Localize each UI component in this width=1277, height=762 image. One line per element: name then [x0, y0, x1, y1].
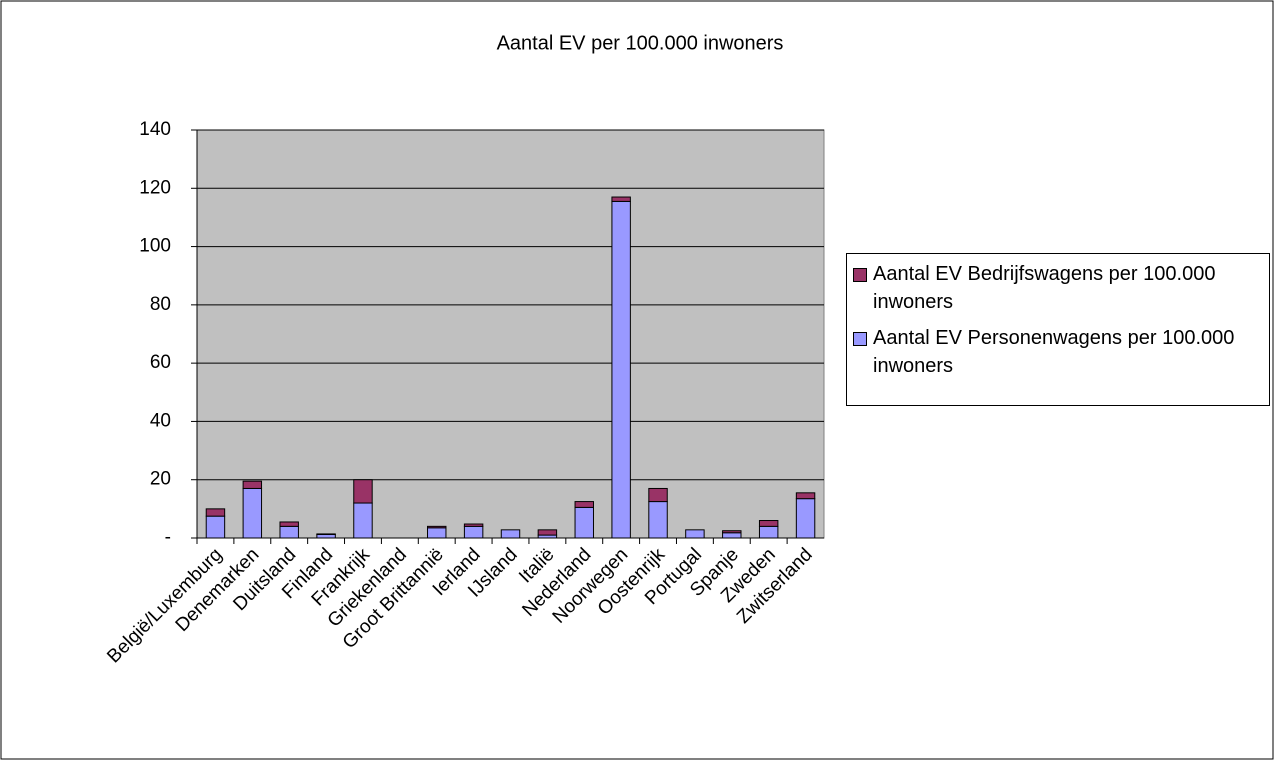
legend-item: Aantal EV Personenwagens per 100.000 inw… — [851, 324, 1265, 380]
bar-segment — [353, 479, 373, 504]
y-tick-label: 20 — [150, 469, 171, 490]
y-tick-label: 140 — [139, 119, 171, 140]
bar-segment — [758, 525, 779, 539]
bar-segment — [205, 515, 226, 539]
legend-label: Aantal EV Bedrijfswagens per 100.000 inw… — [873, 263, 1216, 313]
bar-segment — [795, 492, 816, 500]
legend-item: Aantal EV Bedrijfswagens per 100.000 inw… — [851, 260, 1265, 316]
bar-segment — [537, 529, 558, 536]
bar-segment — [205, 508, 226, 517]
bar-segment — [685, 529, 705, 539]
bar-segment — [648, 501, 668, 539]
legend-swatch — [853, 332, 867, 346]
plot-area — [196, 129, 825, 539]
bar-segment — [242, 487, 263, 539]
bar-segment — [500, 529, 521, 539]
y-tick-label: 60 — [150, 352, 171, 373]
bar-segment — [316, 533, 336, 536]
legend-label: Aantal EV Personenwagens per 100.000 inw… — [873, 327, 1235, 377]
bar-segment — [611, 196, 631, 202]
bar-segment — [758, 520, 779, 527]
bar-segment — [427, 527, 447, 539]
y-tick-label: - — [165, 527, 171, 548]
bar-segment — [316, 534, 336, 539]
bar-segment — [353, 502, 373, 539]
bar-segment — [795, 498, 816, 539]
legend-swatch — [853, 268, 867, 282]
bar-segment — [722, 532, 742, 539]
bar-segment — [463, 523, 484, 527]
chart-title: Aantal EV per 100.000 inwoners — [497, 32, 784, 54]
bar-segment — [611, 200, 631, 539]
y-tick-label: 100 — [139, 236, 171, 257]
bar-segment — [463, 525, 484, 539]
y-tick-label: 120 — [139, 177, 171, 198]
legend: Aantal EV Bedrijfswagens per 100.000 inw… — [846, 253, 1270, 406]
y-tick-label: 40 — [150, 410, 171, 431]
bar-segment — [722, 530, 742, 534]
bar-segment — [279, 521, 299, 527]
bar-segment — [427, 525, 447, 529]
bar-segment — [648, 487, 668, 503]
bar-segment — [574, 501, 594, 508]
y-tick-label: 80 — [150, 294, 171, 315]
bar-segment — [242, 480, 263, 489]
bar-segment — [279, 525, 299, 539]
bar-segment — [574, 506, 594, 539]
